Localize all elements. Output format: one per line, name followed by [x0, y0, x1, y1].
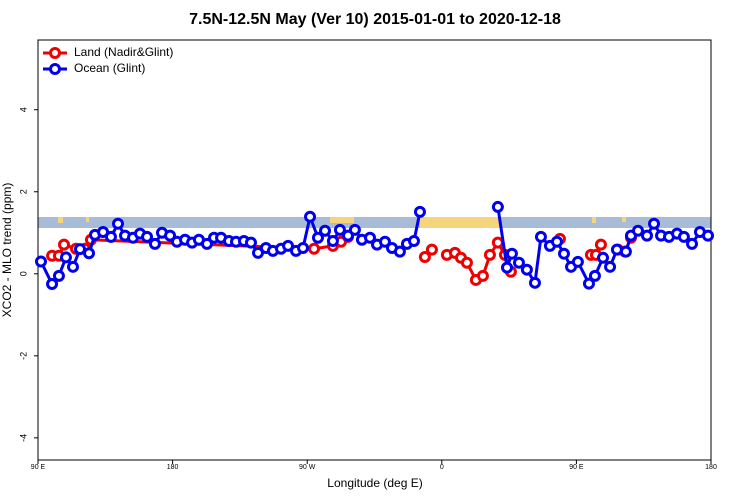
data-point — [582, 277, 595, 290]
data-point — [512, 256, 525, 269]
data-point — [686, 237, 699, 250]
data-point — [702, 229, 715, 242]
data-point — [520, 263, 533, 276]
x-tick-label: 90 W — [299, 464, 316, 471]
x-tick-label: 90 E — [31, 464, 46, 471]
data-point — [483, 248, 496, 261]
data-point — [148, 237, 161, 250]
data-point — [58, 238, 71, 251]
data-point — [46, 278, 59, 291]
data-point — [200, 237, 213, 250]
data-point — [104, 230, 117, 243]
data-point — [348, 223, 361, 236]
data-point — [505, 247, 518, 260]
data-point — [619, 245, 632, 258]
data-point — [407, 234, 420, 247]
data-point — [308, 242, 321, 255]
data-point — [364, 231, 377, 244]
data-point — [550, 235, 563, 248]
legend-marker — [49, 63, 61, 75]
chart-title: 7.5N-12.5N May (Ver 10) 2015-01-01 to 20… — [189, 11, 561, 28]
data-point — [528, 276, 541, 289]
land-strip — [420, 217, 500, 228]
data-point — [677, 230, 690, 243]
data-point — [632, 224, 645, 237]
data-point — [640, 229, 653, 242]
data-point — [476, 269, 489, 282]
land-strip — [622, 217, 626, 222]
data-point — [418, 250, 431, 263]
y-tick-label: 0 — [18, 271, 28, 276]
map-strip — [38, 217, 711, 228]
y-axis-label: XCO2 - MLO trend (ppm) — [0, 183, 14, 318]
data-point — [326, 234, 339, 247]
data-point — [34, 255, 47, 268]
data-point — [460, 256, 473, 269]
legend-marker — [49, 47, 61, 59]
data-point — [597, 251, 610, 264]
data-point — [491, 200, 504, 213]
y-tick-label: 4 — [18, 107, 28, 112]
data-point — [318, 224, 331, 237]
ocean-strip — [38, 217, 711, 228]
data-point — [164, 229, 177, 242]
data-point — [141, 230, 154, 243]
data-point — [534, 230, 547, 243]
y-tick-label: -2 — [18, 352, 28, 360]
data-point — [333, 223, 346, 236]
x-axis-label: Longitude (deg E) — [327, 476, 422, 490]
plot-frame — [37, 39, 712, 461]
data-point — [393, 245, 406, 258]
data-point — [588, 269, 601, 282]
land-strip — [86, 217, 89, 222]
data-point — [648, 217, 661, 230]
x-tick-label: 180 — [167, 464, 179, 471]
data-point — [74, 243, 87, 256]
x-tick-label: 90 E — [569, 464, 584, 471]
data-point — [594, 238, 607, 251]
land-strip — [592, 217, 596, 223]
y-tick-label: 2 — [18, 189, 28, 194]
data-point — [425, 243, 438, 256]
land-strip — [58, 217, 63, 223]
data-point — [52, 269, 65, 282]
data-point — [244, 236, 257, 249]
data-point — [491, 236, 504, 249]
y-tick-label: -4 — [18, 434, 28, 442]
x-tick-label: 180 — [705, 464, 717, 471]
x-tick-label: 0 — [440, 464, 444, 471]
data-point — [501, 261, 514, 274]
data-point — [604, 260, 617, 273]
data-point — [378, 235, 391, 248]
data-point — [297, 241, 310, 254]
land-strip — [330, 217, 354, 223]
legend-label: Ocean (Glint) — [74, 61, 145, 75]
data-point — [557, 247, 570, 260]
data-point — [413, 205, 426, 218]
data-point — [59, 251, 72, 264]
data-point — [112, 217, 125, 230]
legend-label: Land (Nadir&Glint) — [74, 45, 173, 59]
data-point — [304, 210, 317, 223]
data-point — [571, 255, 584, 268]
data-point — [311, 231, 324, 244]
data-point — [66, 260, 79, 273]
data-point — [82, 247, 95, 260]
